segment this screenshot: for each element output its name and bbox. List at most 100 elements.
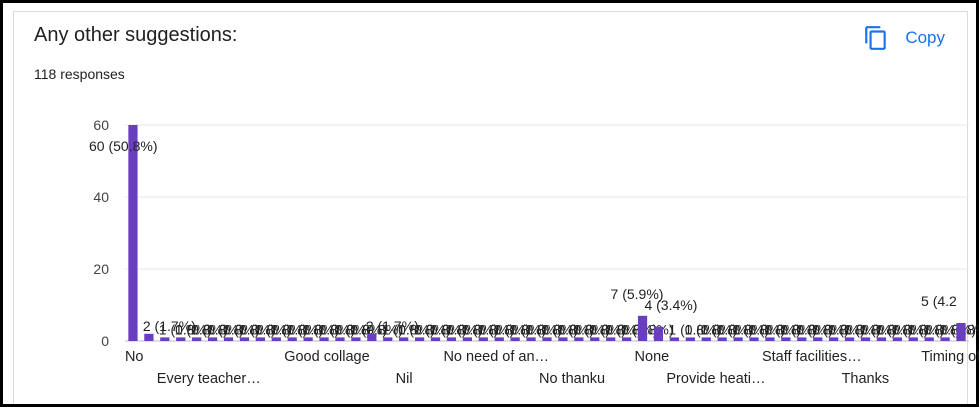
bar [813, 337, 823, 341]
bar [399, 337, 409, 341]
data-label: 2 (1.7%) [143, 318, 196, 334]
bar [207, 337, 218, 341]
y-tick-label: 60 [93, 117, 109, 133]
bar [367, 333, 377, 341]
bar [924, 337, 934, 341]
data-label: 4 (3.4%) [644, 297, 697, 313]
x-category-label: Every teacher… [157, 371, 261, 387]
data-label: 1 (0.8%) [445, 321, 498, 337]
data-label: 1 (0.8%) [859, 321, 912, 337]
data-label: 1 (0.8%) [891, 321, 944, 337]
data-label: 1 (0.8%) [238, 321, 291, 337]
bar [319, 337, 329, 341]
bar [876, 337, 887, 341]
bar [414, 337, 425, 341]
question-card: Any other suggestions: 118 responses Cop… [13, 11, 968, 404]
x-category-label: None [635, 349, 670, 365]
bar [908, 337, 918, 341]
data-label: 1 (0.8%) [875, 321, 928, 337]
bar [622, 337, 632, 341]
bar [733, 337, 743, 341]
data-label: 1 (0.8%) [223, 321, 276, 337]
bar [956, 323, 966, 341]
bar [749, 337, 759, 341]
data-label: 1 (0.8%) [493, 321, 546, 337]
bar [335, 337, 345, 341]
data-label: 60 (50.8%) [89, 138, 157, 154]
bar [303, 337, 313, 341]
bar [637, 315, 648, 341]
bar [558, 337, 568, 341]
bar [255, 337, 265, 341]
data-label: 1 (0.8%) [557, 321, 610, 337]
data-label: 5 (4.2 [921, 293, 957, 309]
question-title: Any other suggestions: [34, 24, 238, 46]
bar [526, 337, 536, 341]
data-label: 1 (0.8%) [780, 321, 833, 337]
x-category-label: No need of an… [443, 349, 549, 365]
bar [701, 337, 711, 341]
x-category-label: Good collage [284, 349, 369, 365]
copy-label: Copy [905, 28, 945, 47]
bar [383, 337, 393, 341]
bar [892, 337, 902, 341]
y-tick-label: 20 [93, 261, 109, 277]
data-label: 1 (0.8%) [700, 321, 753, 337]
data-label: 1 (0.8%) [302, 321, 355, 337]
copy-button[interactable]: Copy [863, 22, 945, 54]
y-tick-label: 40 [93, 189, 109, 205]
copy-icon [865, 26, 887, 50]
bar [510, 337, 520, 341]
bar [797, 337, 807, 341]
bar [717, 337, 727, 341]
data-label: 1 (0.8%) [350, 321, 403, 337]
bar [542, 337, 552, 341]
data-label: 1 (0.8%) [414, 321, 467, 337]
data-label: 1 (0.8%) [732, 321, 785, 337]
data-label: 1 (0.8%) [270, 321, 323, 337]
data-label: 1 (0.8%) [573, 321, 626, 337]
data-label: 1 (0.8%) [382, 321, 435, 337]
data-label: 1 (0.8%) [748, 321, 801, 337]
data-label: 1 (0.8%) [318, 321, 371, 337]
x-category-label: No [125, 349, 144, 365]
bar [271, 337, 281, 341]
bar [351, 337, 361, 341]
data-label: 1 (0.8%) [907, 321, 960, 337]
data-label: 1 (0.8%) [668, 321, 721, 337]
data-label: 1 (0.8%) [191, 321, 244, 337]
bar [829, 337, 839, 341]
bar [223, 337, 234, 341]
data-label: 1 (0.8%) [796, 321, 849, 337]
data-label: 1 (0.8%) [159, 321, 212, 337]
data-label: 1 (0.8%) [334, 321, 387, 337]
bar [765, 337, 775, 341]
data-label: 1 (0.8%) [175, 321, 228, 337]
bar [494, 337, 504, 341]
bar [669, 337, 680, 341]
bar [940, 337, 950, 341]
data-label: 1 (0.8%) [207, 321, 260, 337]
data-label: 1 (0.8%) [764, 321, 817, 337]
bar [144, 333, 154, 341]
data-label: 7 (5.9%) [611, 286, 664, 302]
data-label: 1 (0.8%) [398, 321, 451, 337]
response-count: 118 responses [34, 66, 125, 82]
bar [160, 337, 170, 341]
bar [239, 337, 250, 341]
data-label: 2 (1.7%) [366, 318, 419, 334]
bar [287, 337, 297, 341]
data-label: 1 (0.8%) [430, 321, 483, 337]
bar [462, 337, 472, 341]
data-label: 1 (0.8%) [684, 321, 737, 337]
bar [860, 337, 871, 341]
bar [574, 337, 584, 341]
data-label: 1 (0.8%) [286, 321, 339, 337]
x-category-label: Nil [396, 371, 413, 387]
bar [446, 337, 457, 341]
bar [590, 337, 600, 341]
y-tick-label: 0 [101, 333, 109, 349]
bar [128, 125, 138, 341]
